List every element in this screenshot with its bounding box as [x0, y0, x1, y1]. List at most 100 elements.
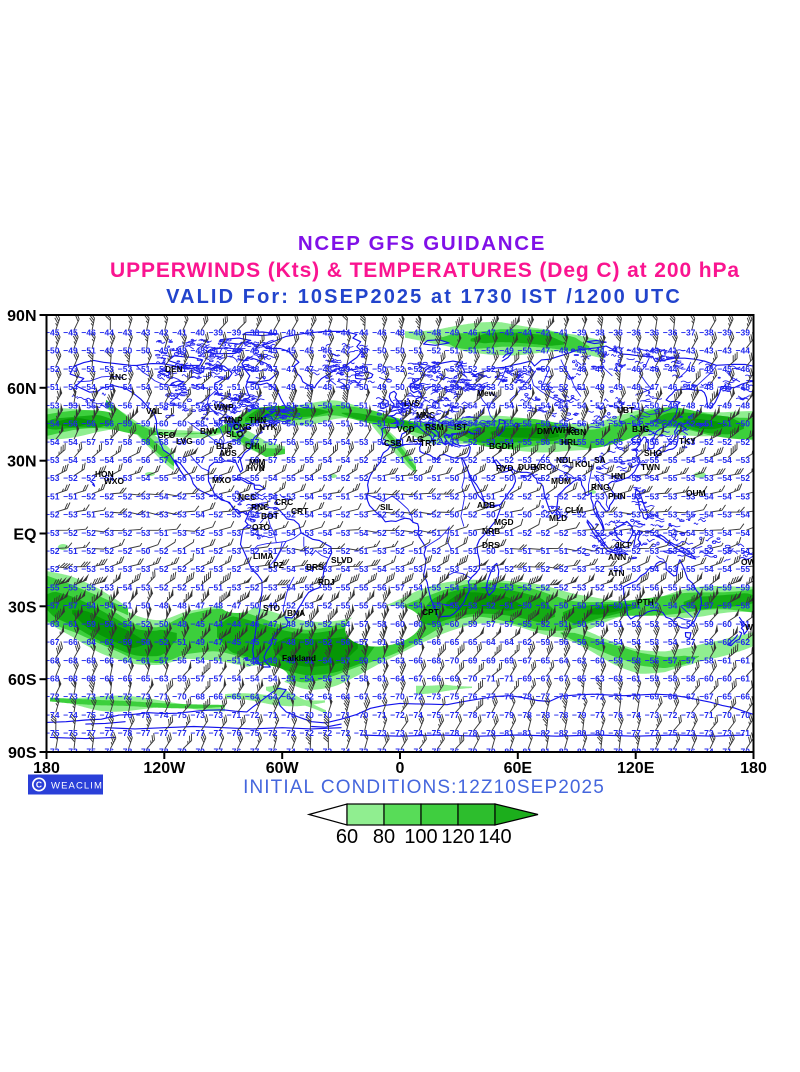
svg-text:−43: −43	[717, 346, 732, 356]
svg-text:−52: −52	[354, 473, 369, 483]
svg-text:−69: −69	[445, 674, 460, 684]
svg-text:−74: −74	[336, 746, 351, 756]
svg-text:−53: −53	[699, 473, 714, 483]
svg-text:−65: −65	[118, 674, 133, 684]
svg-text:EQ: EQ	[13, 527, 36, 544]
svg-text:CSB: CSB	[384, 438, 402, 448]
svg-text:−68: −68	[81, 674, 96, 684]
svg-text:CLM: CLM	[565, 505, 583, 515]
svg-text:−63: −63	[390, 655, 405, 665]
svg-text:−52: −52	[554, 491, 569, 501]
svg-text:−54: −54	[245, 510, 260, 520]
svg-text:−54: −54	[499, 400, 514, 410]
svg-text:−55: −55	[536, 455, 551, 465]
svg-text:−52: −52	[154, 582, 169, 592]
svg-text:−46: −46	[81, 328, 96, 338]
svg-text:AUS: AUS	[219, 448, 237, 458]
svg-text:−52: −52	[463, 510, 478, 520]
svg-text:NDL: NDL	[556, 455, 573, 465]
svg-text:−57: −57	[81, 437, 96, 447]
svg-text:−46: −46	[645, 364, 660, 374]
svg-text:−54: −54	[663, 601, 678, 611]
svg-text:−77: −77	[190, 728, 205, 738]
svg-text:−52: −52	[463, 564, 478, 574]
svg-text:−51: −51	[336, 419, 351, 429]
svg-text:−80: −80	[590, 728, 605, 738]
svg-text:−73: −73	[354, 746, 369, 756]
svg-text:−63: −63	[154, 674, 169, 684]
svg-text:−64: −64	[481, 637, 496, 647]
svg-text:−56: −56	[63, 419, 78, 429]
svg-text:−53: −53	[681, 437, 696, 447]
svg-text:CHI: CHI	[245, 441, 259, 451]
svg-text:−48: −48	[736, 382, 751, 392]
svg-text:−74: −74	[281, 746, 296, 756]
svg-text:−60: −60	[717, 637, 732, 647]
svg-text:−54: −54	[281, 582, 296, 592]
svg-text:SLVD: SLVD	[331, 555, 353, 565]
svg-text:−51: −51	[299, 400, 314, 410]
svg-text:−56: −56	[245, 419, 260, 429]
svg-text:−51: −51	[499, 546, 514, 556]
svg-text:−53: −53	[81, 455, 96, 465]
svg-text:−74: −74	[699, 746, 714, 756]
svg-text:90N: 90N	[7, 308, 36, 325]
svg-text:HNI: HNI	[611, 471, 625, 481]
svg-text:−51: −51	[81, 510, 96, 520]
svg-text:−73: −73	[209, 710, 224, 720]
svg-text:−70: −70	[281, 710, 296, 720]
svg-text:−54: −54	[717, 473, 732, 483]
svg-text:−47: −47	[209, 637, 224, 647]
svg-text:−59: −59	[736, 582, 751, 592]
svg-text:−74: −74	[100, 692, 115, 702]
svg-text:−46: −46	[717, 382, 732, 392]
svg-text:−46: −46	[626, 364, 641, 374]
svg-text:−70: −70	[390, 692, 405, 702]
svg-text:−52: −52	[245, 546, 260, 556]
svg-text:−73: −73	[427, 692, 442, 702]
svg-text:−53: −53	[663, 564, 678, 574]
svg-text:−61: −61	[63, 619, 78, 629]
svg-text:−52: −52	[499, 491, 514, 501]
svg-text:−43: −43	[136, 328, 151, 338]
svg-text:−53: −53	[681, 546, 696, 556]
svg-text:−53: −53	[136, 582, 151, 592]
svg-text:−50: −50	[408, 382, 423, 392]
svg-text:60: 60	[336, 826, 358, 848]
svg-text:−73: −73	[572, 692, 587, 702]
svg-text:−54: −54	[408, 601, 423, 611]
svg-text:−56: −56	[281, 437, 296, 447]
svg-text:DMV: DMV	[537, 426, 556, 436]
svg-text:MGD: MGD	[494, 517, 514, 527]
svg-text:−51: −51	[390, 473, 405, 483]
svg-text:−54: −54	[536, 400, 551, 410]
svg-text:−52: −52	[45, 510, 60, 520]
svg-text:−60: −60	[590, 655, 605, 665]
svg-text:−53: −53	[608, 491, 623, 501]
svg-text:−82: −82	[572, 746, 587, 756]
svg-text:−54: −54	[45, 419, 60, 429]
svg-text:−45: −45	[227, 637, 242, 647]
svg-text:−50: −50	[372, 364, 387, 374]
svg-text:−53: −53	[390, 564, 405, 574]
svg-text:−77: −77	[536, 692, 551, 702]
svg-text:−51: −51	[554, 364, 569, 374]
svg-text:−72: −72	[663, 710, 678, 720]
svg-text:−48: −48	[154, 601, 169, 611]
svg-text:−64: −64	[118, 655, 133, 665]
svg-text:−48: −48	[318, 364, 333, 374]
svg-text:0: 0	[396, 760, 405, 777]
svg-text:−69: −69	[499, 655, 514, 665]
svg-text:−57: −57	[190, 455, 205, 465]
svg-text:−75: −75	[63, 728, 78, 738]
svg-text:−59: −59	[136, 419, 151, 429]
svg-text:−53: −53	[608, 473, 623, 483]
svg-text:−76: −76	[463, 692, 478, 702]
svg-text:−53: −53	[227, 400, 242, 410]
svg-text:−45: −45	[263, 346, 278, 356]
svg-text:−55: −55	[663, 619, 678, 629]
svg-text:−51: −51	[118, 601, 133, 611]
svg-text:−67: −67	[354, 692, 369, 702]
svg-text:−48: −48	[227, 364, 242, 374]
svg-text:−65: −65	[445, 637, 460, 647]
